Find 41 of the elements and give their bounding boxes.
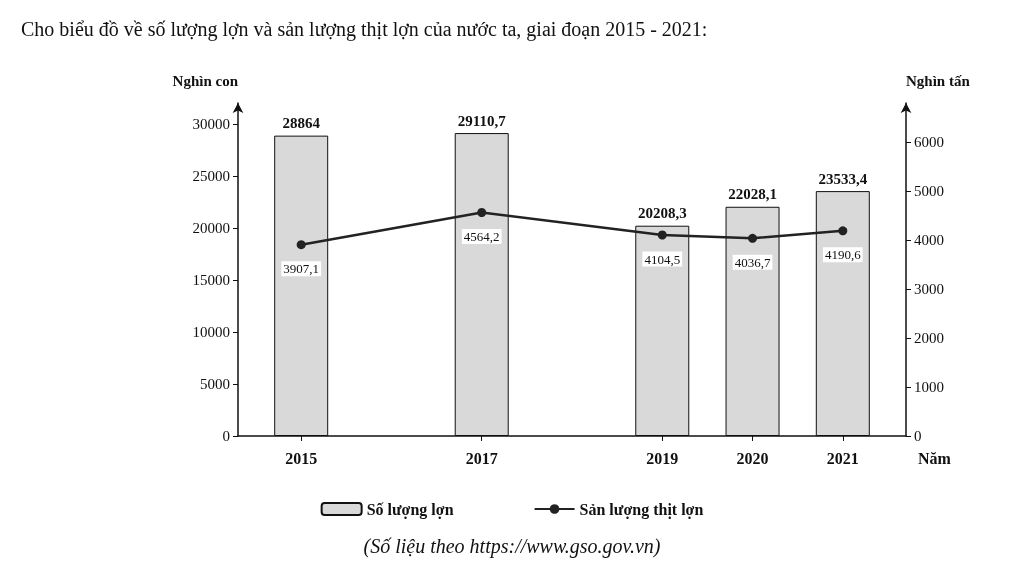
point (296, 240, 306, 250)
point (477, 207, 487, 217)
y-tick-label: 30000 (192, 115, 230, 132)
y-axis-title: Nghìn con (172, 72, 239, 89)
y2-tick-label: 5000 (914, 183, 944, 200)
point (838, 226, 848, 236)
data-label: 4036,7 (734, 254, 771, 270)
data-label: 4564,2 (463, 228, 500, 244)
data-label: 22028,1 (728, 186, 777, 203)
data-label: 20208,3 (637, 205, 687, 222)
y-tick-label: 25000 (192, 167, 230, 184)
legend-label: Số lượng lợn (366, 500, 454, 519)
y-tick-label: 0 (222, 428, 230, 444)
data-label: 29110,7 (457, 112, 507, 129)
data-label: 23533,4 (818, 170, 868, 187)
legend-label: Sản lượng thịt lợn (579, 500, 704, 519)
y-tick-label: 10000 (192, 323, 230, 340)
x-tick-label: 2017 (465, 449, 498, 467)
y2-tick-label: 6000 (914, 134, 944, 151)
x-tick-label: 2020 (736, 449, 769, 467)
x-axis-title: Năm (918, 449, 952, 467)
y2-tick-label: 3000 (914, 281, 944, 298)
data-label: 4190,6 (824, 247, 862, 263)
y2-axis-title: Nghìn tấn (906, 72, 971, 89)
x-tick-label: 2021 (826, 449, 859, 467)
y2-tick-label: 1000 (914, 379, 944, 396)
chart-title: Cho biểu đồ về số lượng lợn và sản lượng thịt lợn của nước ta, giai đoạn 2015 - 2021: (21, 18, 708, 41)
y-tick-label: 5000 (200, 375, 230, 392)
data-label: 3907,1 (283, 261, 320, 277)
y2-tick-label: 2000 (914, 330, 944, 347)
data-label: 4104,5 (644, 251, 681, 267)
x-tick-label: 2019 (646, 449, 679, 467)
point (748, 233, 758, 243)
y-tick-label: 15000 (192, 271, 230, 288)
x-tick-label: 2015 (285, 449, 318, 467)
y2-tick-label: 4000 (914, 232, 944, 249)
text: (Số liệu theo https://www.gso.gov.vn) (363, 535, 661, 558)
y-tick-label: 20000 (192, 219, 230, 236)
y2-tick-label: 0 (914, 428, 922, 444)
data-label: 28864 (282, 115, 321, 132)
point (657, 230, 667, 240)
